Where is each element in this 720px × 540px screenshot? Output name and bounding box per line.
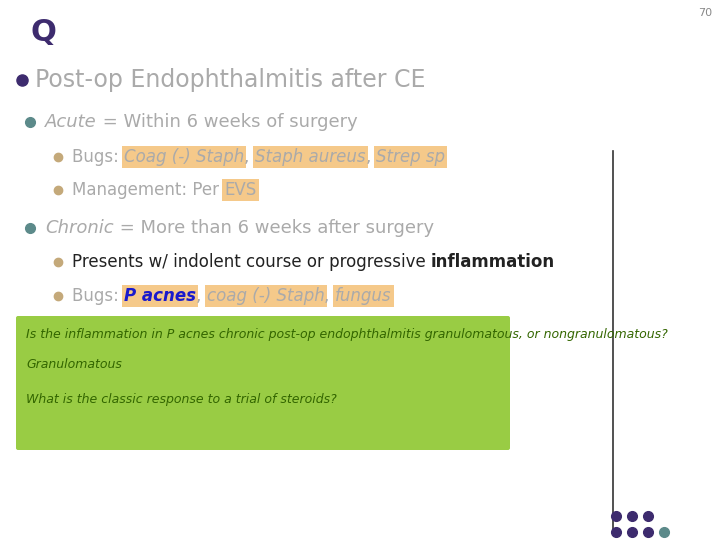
FancyBboxPatch shape [16,316,510,450]
Text: Chronic: Chronic [45,219,114,237]
Text: fungus: fungus [335,287,392,305]
Text: Acute: Acute [45,113,96,131]
Text: ,: , [196,287,207,305]
Text: = More than 6 weeks after surgery: = More than 6 weeks after surgery [114,219,433,237]
Text: P acnes: P acnes [124,287,196,305]
Text: Strep sp: Strep sp [376,148,445,166]
Text: Post-op Endophthalmitis after CE: Post-op Endophthalmitis after CE [35,68,426,92]
Text: Bugs:: Bugs: [72,148,124,166]
Text: coag (-) Staph: coag (-) Staph [207,287,325,305]
Text: Bugs:: Bugs: [72,287,124,305]
Text: EVS: EVS [224,181,256,199]
Text: Staph aureus: Staph aureus [255,148,366,166]
Text: Coag (-) Staph: Coag (-) Staph [124,148,244,166]
Text: ,: , [244,148,255,166]
Text: = Within 6 weeks of surgery: = Within 6 weeks of surgery [96,113,358,131]
Text: Management: Per: Management: Per [72,181,224,199]
Text: 70: 70 [698,8,712,18]
Text: Is the inflammation in P acnes chronic post-op endophthalmitis granulomatous, or: Is the inflammation in P acnes chronic p… [26,328,667,341]
Text: ,: , [366,148,376,166]
Text: ,: , [325,287,335,305]
Text: What is the classic response to a trial of steroids?: What is the classic response to a trial … [26,393,337,406]
Text: Q: Q [30,18,56,47]
Text: inflammation: inflammation [431,253,555,271]
Text: Granulomatous: Granulomatous [26,358,122,371]
Text: Presents w/ indolent course or progressive: Presents w/ indolent course or progressi… [72,253,431,271]
